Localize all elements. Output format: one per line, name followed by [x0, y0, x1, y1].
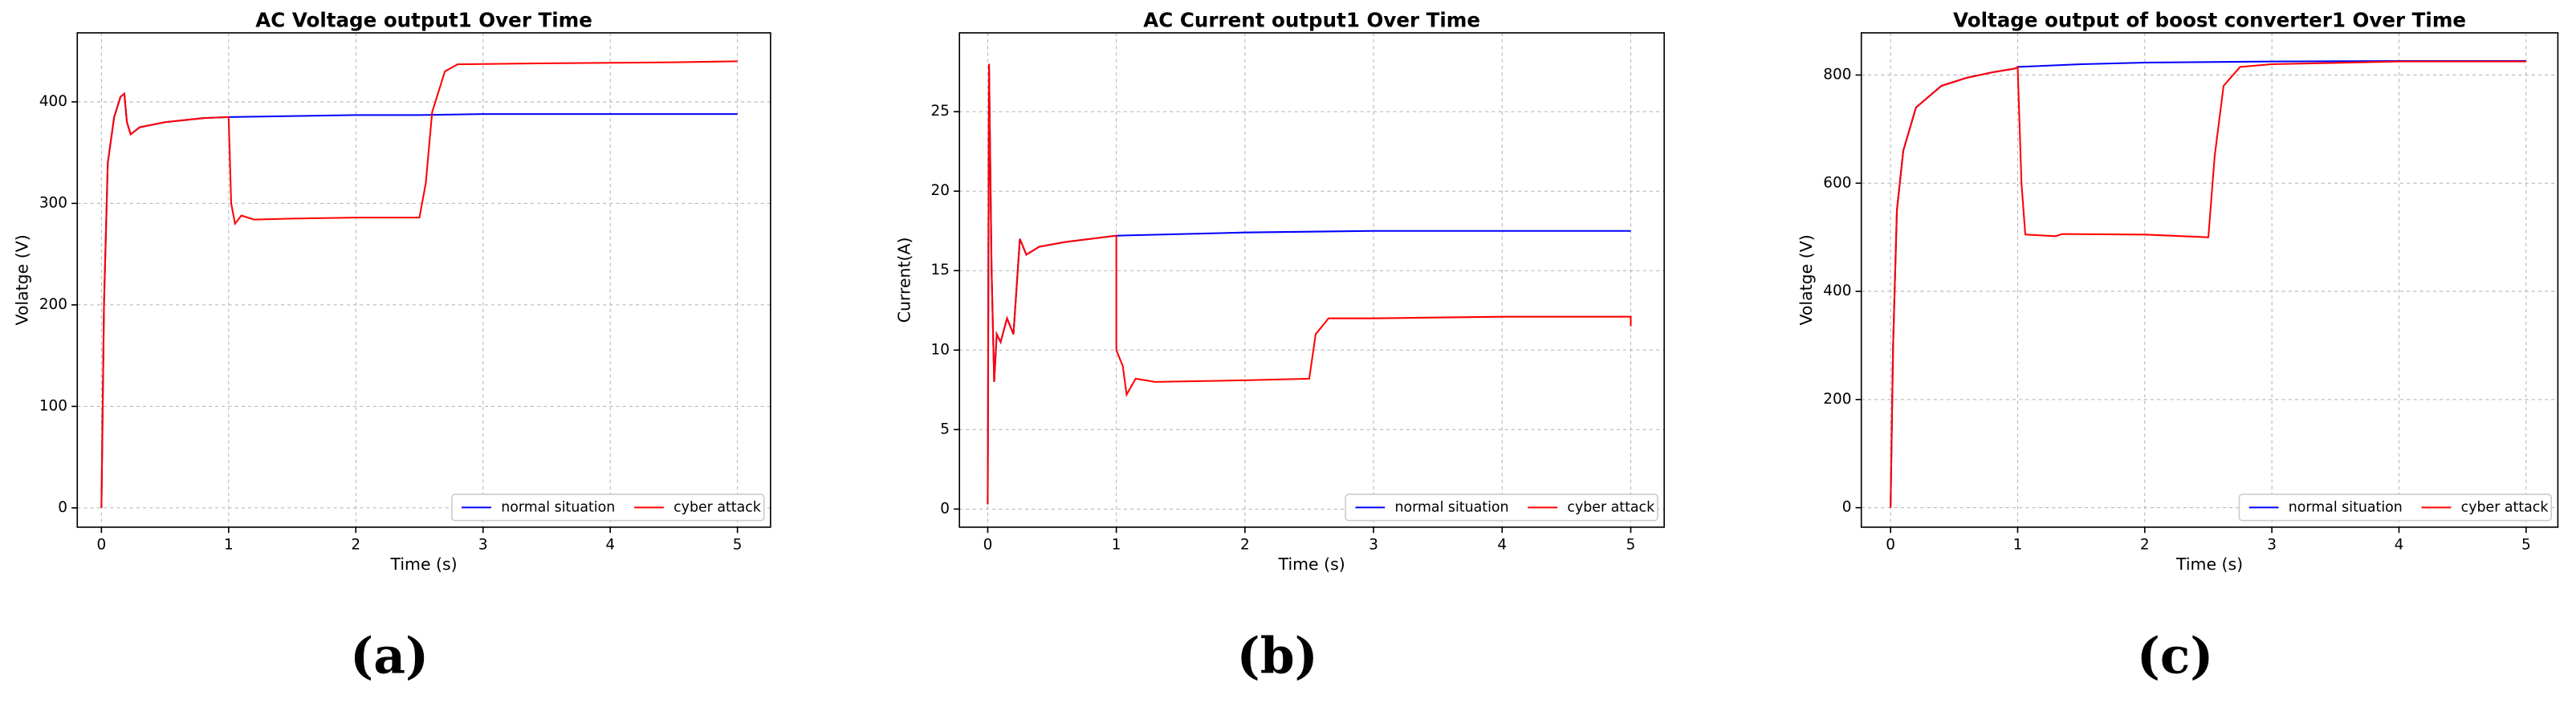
y-tick-label: 25	[931, 103, 950, 120]
y-tick-label: 0	[940, 500, 950, 517]
series-line	[100, 60, 738, 508]
y-axis-label: Volatge (V)	[1797, 234, 1816, 325]
x-tick-label: 4	[1497, 536, 1507, 553]
x-tick-label: 3	[2267, 536, 2277, 553]
plot-frame	[76, 32, 771, 528]
x-tick-label: 4	[605, 536, 615, 553]
plot-frame	[1860, 32, 2559, 528]
y-tick-label: 200	[1823, 391, 1851, 408]
series-line	[987, 63, 1632, 505]
x-tick-label: 3	[478, 536, 488, 553]
y-tick-label: 5	[940, 421, 950, 437]
legend-label: cyber attack	[2461, 499, 2550, 515]
y-tick-label: 15	[931, 262, 950, 278]
chart-title: Voltage output of boost converter1 Over …	[1953, 9, 2466, 32]
y-tick-label: 200	[39, 296, 67, 313]
panel-label: (a)	[350, 628, 429, 685]
legend-box	[2238, 494, 2553, 522]
chart-title: AC Current output1 Over Time	[1143, 9, 1480, 32]
x-tick-label: 3	[1369, 536, 1378, 553]
x-tick-label: 2	[1240, 536, 1250, 553]
series-line	[987, 63, 1631, 505]
x-tick-label: 0	[983, 536, 993, 553]
x-tick-label: 1	[2013, 536, 2023, 553]
x-tick-label: 5	[1626, 536, 1636, 553]
series-line	[1890, 60, 2526, 508]
x-axis-label: Time (s)	[389, 555, 457, 574]
x-tick-label: 1	[1112, 536, 1121, 553]
y-tick-label: 800	[1823, 66, 1851, 83]
x-tick-label: 4	[2395, 536, 2404, 553]
legend-label: normal situation	[1395, 499, 1509, 515]
x-tick-label: 0	[97, 536, 107, 553]
plot-frame	[958, 32, 1665, 528]
y-tick-label: 0	[1842, 499, 1852, 516]
legend-label: normal situation	[501, 499, 615, 515]
y-tick-label: 400	[39, 93, 67, 110]
y-tick-label: 600	[1823, 174, 1851, 191]
y-axis-label: Volatge (V)	[13, 234, 32, 325]
series-line	[100, 91, 738, 508]
x-tick-label: 2	[2140, 536, 2150, 553]
y-tick-label: 10	[931, 341, 950, 358]
legend-label: normal situation	[2289, 499, 2403, 515]
legend-box	[451, 494, 765, 522]
y-tick-label: 300	[39, 194, 67, 211]
x-axis-label: Time (s)	[2175, 555, 2243, 574]
y-tick-label: 100	[39, 397, 67, 414]
x-tick-label: 1	[224, 536, 234, 553]
legend-box	[1345, 494, 1658, 522]
y-tick-label: 0	[58, 499, 67, 516]
y-axis-label: Current(A)	[895, 238, 914, 323]
legend-label: cyber attack	[674, 499, 762, 515]
x-tick-label: 2	[351, 536, 360, 553]
x-tick-label: 5	[2521, 536, 2531, 553]
y-tick-label: 20	[931, 182, 950, 199]
x-tick-label: 5	[733, 536, 743, 553]
x-axis-label: Time (s)	[1278, 555, 1345, 574]
series-line	[1890, 59, 2526, 508]
x-tick-label: 0	[1886, 536, 1895, 553]
legend-label: cyber attack	[1567, 499, 1655, 515]
panel-label: (b)	[1237, 628, 1318, 685]
y-tick-label: 400	[1823, 282, 1851, 299]
panel-label: (c)	[2137, 628, 2213, 685]
chart-title: AC Voltage output1 Over Time	[255, 9, 592, 32]
